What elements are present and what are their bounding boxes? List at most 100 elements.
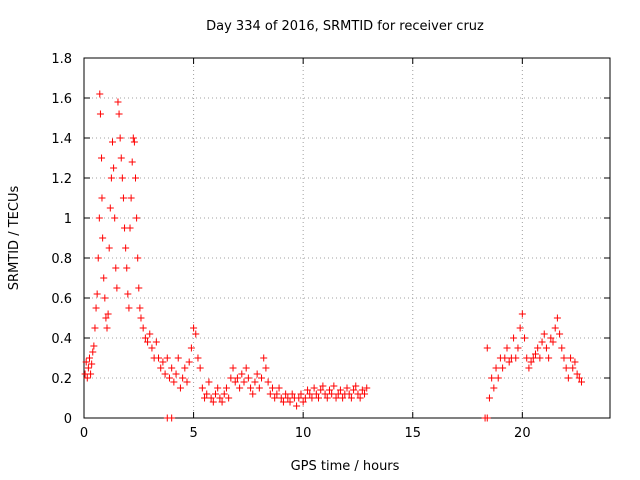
data-point bbox=[117, 154, 125, 162]
x-tick-label: 10 bbox=[295, 426, 312, 441]
data-point bbox=[108, 138, 116, 146]
y-tick-label: 0.8 bbox=[51, 252, 72, 267]
data-point bbox=[110, 164, 118, 172]
data-point bbox=[114, 98, 122, 106]
data-point bbox=[501, 354, 509, 362]
data-point bbox=[345, 390, 353, 398]
data-point bbox=[163, 354, 171, 362]
data-point bbox=[523, 354, 531, 362]
data-point bbox=[273, 390, 281, 398]
data-point bbox=[534, 344, 542, 352]
data-point bbox=[363, 384, 371, 392]
data-point bbox=[126, 224, 134, 232]
data-point bbox=[227, 374, 235, 382]
data-point bbox=[233, 374, 241, 382]
data-point bbox=[547, 334, 555, 342]
data-point bbox=[123, 264, 131, 272]
data-point bbox=[225, 394, 233, 402]
data-point bbox=[361, 390, 369, 398]
data-point bbox=[282, 390, 290, 398]
data-point bbox=[104, 310, 112, 318]
data-point bbox=[92, 304, 100, 312]
data-point bbox=[194, 354, 202, 362]
data-point bbox=[100, 274, 108, 282]
data-point bbox=[352, 382, 360, 390]
data-point bbox=[332, 394, 340, 402]
data-point bbox=[95, 214, 103, 222]
data-point bbox=[88, 360, 96, 368]
data-point bbox=[264, 378, 272, 386]
data-point bbox=[334, 390, 342, 398]
data-point bbox=[103, 324, 111, 332]
data-point bbox=[161, 370, 169, 378]
data-point bbox=[168, 364, 176, 372]
data-point bbox=[179, 374, 187, 382]
data-point bbox=[157, 364, 165, 372]
data-point bbox=[569, 364, 577, 372]
data-point bbox=[253, 370, 261, 378]
data-point bbox=[551, 324, 559, 332]
data-point bbox=[330, 382, 338, 390]
data-point bbox=[132, 174, 140, 182]
data-point bbox=[89, 348, 97, 356]
data-point bbox=[144, 338, 152, 346]
data-point bbox=[220, 390, 228, 398]
y-tick-label: 1.6 bbox=[51, 92, 72, 107]
data-point bbox=[529, 354, 537, 362]
data-point bbox=[545, 354, 553, 362]
data-point bbox=[268, 384, 276, 392]
data-point bbox=[113, 284, 121, 292]
data-point bbox=[218, 398, 226, 406]
data-point bbox=[492, 364, 500, 372]
data-point bbox=[141, 334, 149, 342]
data-point bbox=[277, 394, 285, 402]
data-point bbox=[560, 354, 568, 362]
data-point bbox=[118, 174, 126, 182]
data-point bbox=[137, 314, 145, 322]
data-point bbox=[134, 254, 142, 262]
y-axis-title: SRMTID / TECUs bbox=[7, 186, 22, 291]
data-point bbox=[207, 394, 215, 402]
data-point bbox=[286, 398, 294, 406]
data-point bbox=[310, 384, 318, 392]
data-point bbox=[499, 364, 507, 372]
y-tick-label: 1.2 bbox=[51, 172, 72, 187]
data-point bbox=[262, 364, 270, 372]
data-point bbox=[308, 394, 316, 402]
x-tick-label: 20 bbox=[514, 426, 531, 441]
data-point bbox=[521, 334, 529, 342]
data-point bbox=[275, 384, 283, 392]
data-point bbox=[102, 314, 110, 322]
data-point bbox=[125, 304, 133, 312]
data-point bbox=[98, 154, 106, 162]
data-point bbox=[549, 338, 557, 346]
data-point bbox=[172, 370, 180, 378]
data-point bbox=[165, 374, 173, 382]
data-point bbox=[301, 394, 309, 402]
data-point bbox=[90, 342, 98, 350]
data-point bbox=[185, 358, 193, 366]
data-point bbox=[84, 364, 92, 372]
data-point bbox=[236, 384, 244, 392]
data-point bbox=[312, 390, 320, 398]
y-tick-label: 1.4 bbox=[51, 132, 72, 147]
data-point bbox=[187, 344, 195, 352]
data-point bbox=[573, 370, 581, 378]
data-point bbox=[99, 234, 107, 242]
data-point bbox=[251, 378, 259, 386]
data-point bbox=[321, 390, 329, 398]
data-point bbox=[299, 398, 307, 406]
data-point bbox=[336, 386, 344, 394]
data-point bbox=[542, 344, 550, 352]
data-point bbox=[139, 324, 147, 332]
data-point bbox=[350, 386, 358, 394]
data-point bbox=[136, 304, 144, 312]
data-point bbox=[212, 390, 219, 398]
data-point bbox=[112, 264, 120, 272]
data-point bbox=[319, 382, 327, 390]
data-point bbox=[266, 390, 274, 398]
data-point bbox=[133, 214, 141, 222]
data-point bbox=[222, 384, 230, 392]
data-point bbox=[203, 390, 211, 398]
